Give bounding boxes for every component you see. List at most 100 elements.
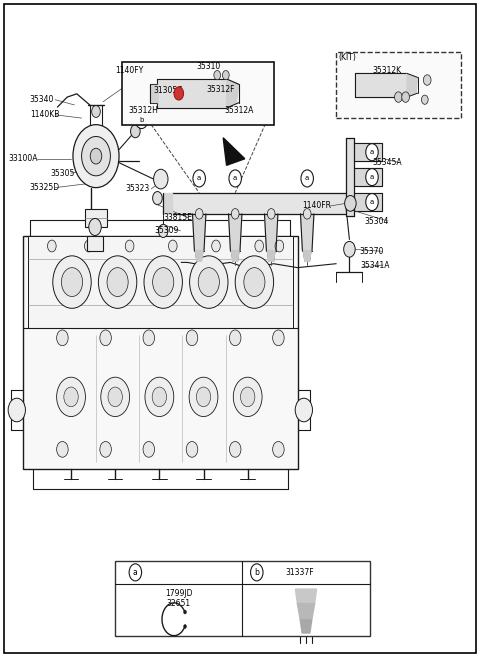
Circle shape xyxy=(100,330,111,346)
Polygon shape xyxy=(192,214,206,251)
Bar xyxy=(336,52,461,118)
Text: a: a xyxy=(305,175,309,182)
Circle shape xyxy=(190,256,228,308)
Circle shape xyxy=(255,240,264,252)
Text: 35340: 35340 xyxy=(30,95,54,104)
Text: 35309: 35309 xyxy=(155,226,179,236)
Circle shape xyxy=(251,564,263,581)
Circle shape xyxy=(73,125,119,188)
Circle shape xyxy=(183,610,186,614)
Circle shape xyxy=(186,330,198,346)
Circle shape xyxy=(84,240,93,252)
Circle shape xyxy=(152,387,167,407)
Circle shape xyxy=(89,218,101,236)
Circle shape xyxy=(273,441,284,457)
Circle shape xyxy=(144,256,182,308)
Bar xyxy=(23,236,298,469)
Polygon shape xyxy=(172,193,346,214)
Bar xyxy=(122,62,274,125)
Circle shape xyxy=(125,240,134,252)
Circle shape xyxy=(158,224,168,237)
Circle shape xyxy=(145,377,174,417)
Polygon shape xyxy=(354,193,382,211)
Circle shape xyxy=(92,106,100,117)
Polygon shape xyxy=(346,138,354,216)
Text: 35312F: 35312F xyxy=(206,85,235,94)
Polygon shape xyxy=(407,73,418,97)
Text: a: a xyxy=(370,174,374,180)
Text: 35304: 35304 xyxy=(365,216,389,226)
Circle shape xyxy=(129,564,142,581)
Polygon shape xyxy=(300,214,314,251)
Polygon shape xyxy=(297,604,315,620)
Circle shape xyxy=(195,209,203,219)
Circle shape xyxy=(395,92,402,102)
Text: 1140FY: 1140FY xyxy=(115,66,144,75)
Text: 31305C: 31305C xyxy=(154,86,183,95)
Circle shape xyxy=(231,209,239,219)
Circle shape xyxy=(366,169,378,186)
Circle shape xyxy=(153,268,174,297)
Text: 35370: 35370 xyxy=(359,247,384,256)
Circle shape xyxy=(222,70,229,79)
Bar xyxy=(28,236,293,328)
Text: 33100A: 33100A xyxy=(9,154,38,163)
Circle shape xyxy=(135,112,148,129)
Polygon shape xyxy=(223,138,245,165)
Circle shape xyxy=(101,377,130,417)
Circle shape xyxy=(275,240,284,252)
Text: b: b xyxy=(254,568,259,577)
Polygon shape xyxy=(355,73,407,97)
Polygon shape xyxy=(163,193,172,214)
Polygon shape xyxy=(157,79,227,108)
Circle shape xyxy=(90,148,102,164)
Polygon shape xyxy=(303,251,311,261)
Circle shape xyxy=(214,70,221,79)
Polygon shape xyxy=(150,84,157,102)
Text: 35312K: 35312K xyxy=(372,66,401,75)
Text: 35310: 35310 xyxy=(197,62,221,72)
Text: 33815E: 33815E xyxy=(163,213,192,222)
Text: 35345A: 35345A xyxy=(372,158,402,167)
Text: 1140KB: 1140KB xyxy=(30,110,59,119)
Polygon shape xyxy=(267,251,275,261)
Polygon shape xyxy=(227,79,239,108)
Circle shape xyxy=(196,387,211,407)
Text: 31337F: 31337F xyxy=(286,568,314,577)
Circle shape xyxy=(235,256,274,308)
Polygon shape xyxy=(354,143,382,161)
Circle shape xyxy=(183,625,186,628)
Polygon shape xyxy=(195,251,203,261)
Circle shape xyxy=(108,387,122,407)
Circle shape xyxy=(64,387,78,407)
Bar xyxy=(85,209,107,227)
Polygon shape xyxy=(264,214,278,251)
Circle shape xyxy=(193,170,205,187)
Circle shape xyxy=(423,75,431,85)
Circle shape xyxy=(366,194,378,211)
Polygon shape xyxy=(228,214,242,251)
Bar xyxy=(115,561,370,636)
Circle shape xyxy=(107,268,128,297)
Polygon shape xyxy=(300,620,312,633)
Text: a: a xyxy=(233,175,237,182)
Circle shape xyxy=(267,209,275,219)
Text: 1799JD: 1799JD xyxy=(165,589,192,598)
Circle shape xyxy=(143,441,155,457)
Circle shape xyxy=(186,441,198,457)
Circle shape xyxy=(168,240,177,252)
Circle shape xyxy=(421,95,428,104)
Circle shape xyxy=(402,92,409,102)
Circle shape xyxy=(82,136,110,176)
Circle shape xyxy=(174,87,184,100)
Text: (KIT): (KIT) xyxy=(338,53,356,62)
Circle shape xyxy=(345,195,356,211)
Text: a: a xyxy=(370,199,374,205)
Circle shape xyxy=(244,268,265,297)
Circle shape xyxy=(212,240,220,252)
Circle shape xyxy=(143,330,155,346)
Text: 35325D: 35325D xyxy=(30,183,60,192)
Circle shape xyxy=(303,209,311,219)
Circle shape xyxy=(57,441,68,457)
Text: 1140FR: 1140FR xyxy=(302,201,331,211)
